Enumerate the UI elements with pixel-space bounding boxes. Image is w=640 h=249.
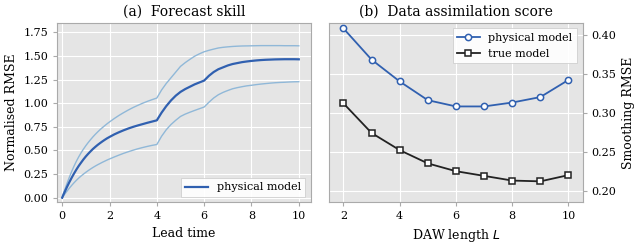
physical model [295, 58, 303, 61]
physical model [368, 58, 376, 61]
true model [508, 179, 516, 182]
true model [480, 174, 488, 177]
X-axis label: DAW length $L$: DAW length $L$ [412, 227, 500, 244]
physical model [148, 120, 156, 123]
physical model [480, 105, 488, 108]
true model [368, 131, 376, 134]
Line: physical model: physical model [62, 59, 299, 198]
physical model [58, 196, 66, 199]
true model [340, 102, 348, 105]
Title: (a)  Forecast skill: (a) Forecast skill [123, 5, 245, 19]
X-axis label: Lead time: Lead time [152, 227, 216, 240]
Title: (b)  Data assimilation score: (b) Data assimilation score [359, 5, 553, 19]
physical model [281, 58, 289, 61]
Line: true model: true model [340, 100, 572, 185]
physical model [290, 58, 298, 61]
physical model [424, 99, 431, 102]
Y-axis label: Smoothing RMSE: Smoothing RMSE [622, 57, 635, 169]
true model [396, 149, 404, 152]
Line: physical model: physical model [340, 25, 572, 110]
Legend: physical model: physical model [181, 178, 305, 197]
Y-axis label: Normalised RMSE: Normalised RMSE [5, 54, 18, 172]
true model [536, 180, 544, 183]
physical model [139, 123, 147, 125]
physical model [340, 27, 348, 30]
physical model [536, 96, 544, 99]
Legend: physical model, true model: physical model, true model [453, 28, 577, 63]
physical model [564, 78, 572, 81]
physical model [452, 105, 460, 108]
physical model [94, 143, 102, 146]
physical model [396, 80, 404, 83]
physical model [205, 74, 212, 77]
true model [564, 174, 572, 177]
physical model [99, 140, 106, 143]
true model [424, 162, 431, 165]
true model [452, 170, 460, 173]
physical model [508, 101, 516, 104]
